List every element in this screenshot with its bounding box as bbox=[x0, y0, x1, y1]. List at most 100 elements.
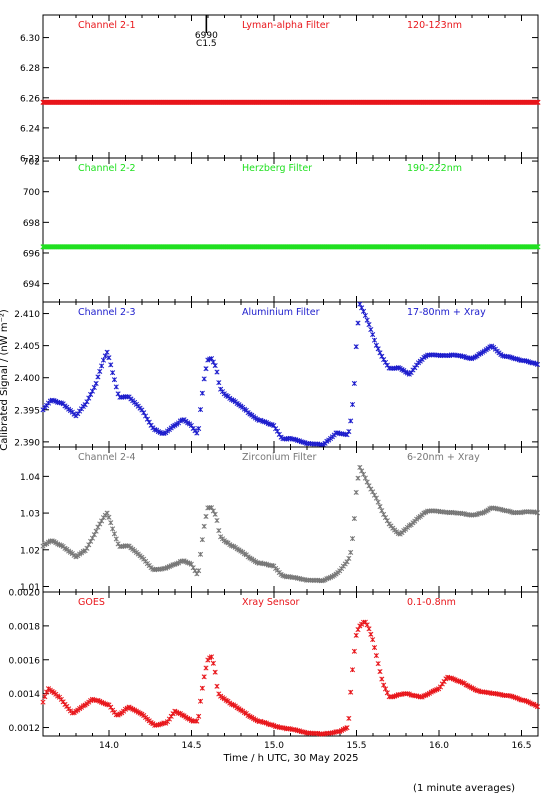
data-point bbox=[197, 551, 204, 557]
panel-label: Zirconium Filter bbox=[242, 452, 316, 463]
data-point bbox=[194, 430, 200, 436]
data-point bbox=[348, 418, 354, 424]
panel-label: Herzberg Filter bbox=[242, 163, 312, 174]
panel-4: 1.01 1.02 1.03 1.04 Channel 2-4 Zirconium Fil… bbox=[20, 446, 541, 593]
data-series bbox=[40, 301, 541, 448]
data-point bbox=[100, 357, 106, 363]
x-tick-label: 14.5 bbox=[181, 741, 201, 751]
data-point bbox=[351, 648, 357, 654]
panel-3: 2.390 2.395 2.400 2.405 2.410 Channel 2-3 Alum… bbox=[14, 301, 541, 448]
data-series bbox=[40, 619, 541, 737]
data-point bbox=[371, 337, 378, 343]
data-point bbox=[346, 555, 352, 561]
y-tick-label: 1.01 bbox=[20, 583, 40, 593]
data-point bbox=[196, 568, 202, 574]
data-point bbox=[196, 713, 202, 719]
data-point bbox=[201, 376, 207, 382]
y-tick-label: 6.24 bbox=[20, 124, 40, 134]
panel-label: 190-222nm bbox=[407, 163, 462, 174]
data-point bbox=[353, 632, 359, 638]
panel-label: Lyman-alpha Filter bbox=[242, 20, 330, 31]
data-point bbox=[346, 715, 352, 721]
data-point bbox=[216, 528, 222, 534]
data-point bbox=[344, 725, 350, 731]
data-point bbox=[348, 549, 354, 555]
y-tick-label: 0.0018 bbox=[9, 622, 41, 632]
data-point bbox=[346, 428, 352, 435]
data-point bbox=[349, 536, 356, 542]
panel-2: 694 696 698 700 702 Channel 2-2 Herzberg Filte… bbox=[23, 157, 541, 303]
data-point bbox=[113, 536, 119, 542]
data-point bbox=[370, 331, 376, 338]
y-tick-label: 0.0016 bbox=[9, 656, 41, 666]
panel-frame bbox=[42, 157, 539, 303]
data-point bbox=[111, 377, 117, 383]
y-tick-label: 1.03 bbox=[20, 510, 40, 520]
data-point bbox=[208, 654, 215, 660]
data-point bbox=[355, 475, 361, 481]
data-point bbox=[364, 317, 370, 323]
panel-frame bbox=[42, 301, 539, 448]
data-point bbox=[353, 344, 359, 350]
data-point bbox=[106, 355, 112, 361]
data-point bbox=[104, 349, 110, 355]
x-axis-label: Time / h UTC, 30 May 2025 bbox=[222, 753, 358, 764]
data-point bbox=[199, 537, 205, 543]
data-point bbox=[377, 669, 383, 675]
data-point bbox=[534, 704, 541, 710]
averaging-note: (1 minute averages) bbox=[413, 783, 515, 794]
y-tick-label: 0.0014 bbox=[9, 690, 41, 700]
data-point bbox=[351, 380, 357, 387]
data-point bbox=[214, 517, 220, 524]
data-point bbox=[353, 489, 359, 495]
data-point bbox=[212, 669, 218, 675]
x-tick-label: 15.5 bbox=[346, 741, 366, 751]
y-tick-label: 2.405 bbox=[14, 342, 40, 352]
panel-frame bbox=[42, 14, 539, 159]
data-point bbox=[210, 660, 216, 666]
data-point bbox=[368, 326, 374, 333]
y-tick-label: 2.395 bbox=[14, 406, 40, 416]
data-point bbox=[201, 674, 207, 680]
panel-label: Channel 2-3 bbox=[78, 307, 136, 318]
panel-label: Aluminium Filter bbox=[242, 307, 320, 318]
data-point bbox=[106, 514, 112, 520]
y-tick-label: 698 bbox=[23, 219, 40, 229]
data-point bbox=[212, 363, 218, 369]
data-point bbox=[113, 384, 119, 390]
data-point bbox=[375, 499, 381, 505]
data-point bbox=[534, 361, 541, 368]
y-tick-label: 2.400 bbox=[14, 374, 40, 384]
panel-1: 6.22 6.24 6.26 6.28 6.30 Channel 2-1 Lyman-alp… bbox=[20, 14, 541, 165]
x-tick-label: 16.5 bbox=[511, 741, 531, 751]
panel-label: 120-123nm bbox=[407, 20, 462, 31]
panel-label: Channel 2-1 bbox=[78, 20, 136, 31]
y-axis-label: Calibrated Signal / (nW m⁻²) bbox=[0, 309, 10, 451]
y-tick-label: 6.22 bbox=[20, 155, 40, 165]
data-point bbox=[375, 661, 381, 667]
y-tick-label: 0.0012 bbox=[9, 724, 41, 734]
panel-label: 6-20nm + Xray bbox=[407, 452, 480, 463]
data-point bbox=[366, 626, 372, 632]
data-point bbox=[197, 407, 204, 413]
data-point bbox=[194, 718, 200, 724]
data-point bbox=[216, 380, 222, 386]
data-point bbox=[197, 698, 204, 704]
x-tick-label: 16.0 bbox=[429, 741, 449, 751]
data-series bbox=[40, 244, 541, 250]
panel-label: Xray Sensor bbox=[242, 597, 300, 608]
data-point bbox=[348, 689, 354, 695]
data-point bbox=[373, 653, 379, 659]
data-point bbox=[42, 694, 48, 700]
panels-group: 6.22 6.24 6.26 6.28 6.30 Channel 2-1 Lyman-alp… bbox=[9, 14, 541, 751]
data-point bbox=[371, 645, 378, 651]
data-point bbox=[534, 510, 541, 516]
y-tick-label: 2.410 bbox=[14, 310, 40, 320]
flare-class: C1.5 bbox=[196, 39, 217, 49]
panel-label: Channel 2-2 bbox=[78, 163, 136, 174]
data-point bbox=[349, 401, 356, 408]
x-tick-label: 14.0 bbox=[99, 741, 119, 751]
data-point bbox=[93, 528, 99, 534]
panel-label: Channel 2-4 bbox=[78, 452, 136, 463]
data-point bbox=[201, 523, 207, 529]
